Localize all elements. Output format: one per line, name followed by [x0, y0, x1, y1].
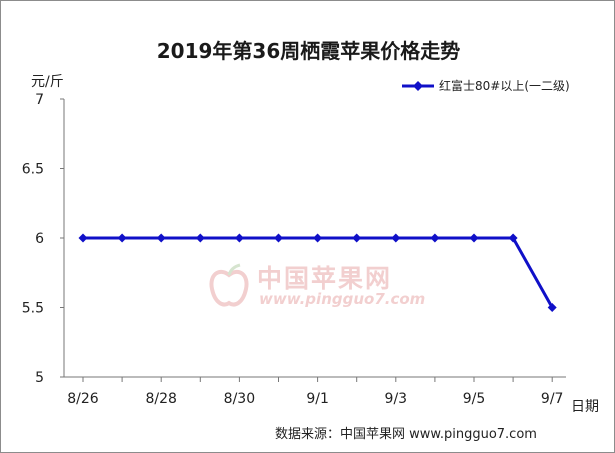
data-point: [234, 233, 244, 243]
data-point: [391, 233, 401, 243]
x-tick-label: 9/7: [541, 391, 564, 407]
data-point: [352, 233, 362, 243]
x-axis-unit: 日期: [571, 399, 599, 415]
x-tick-label: 9/3: [385, 391, 408, 407]
plot-area: 5 5.5 6 6.5 7 8/26 8/28 8/30 9/1 9/3 9/5 9/7: [22, 92, 566, 407]
data-point: [469, 233, 479, 243]
x-tick-label: 9/5: [463, 391, 486, 407]
y-tick-label: 6: [35, 231, 44, 247]
legend-label: 红富士80#以上(一二级): [439, 79, 570, 93]
data-point: [156, 233, 166, 243]
data-point: [313, 233, 323, 243]
x-tick-label: 8/30: [224, 391, 255, 407]
y-tick-label: 5.5: [22, 301, 44, 317]
data-source: 数据来源：中国苹果网 www.pingguo7.com: [275, 427, 537, 442]
legend: 红富士80#以上(一二级): [401, 77, 570, 94]
data-point: [78, 233, 88, 243]
series-line: [83, 236, 554, 309]
legend-marker-icon: [402, 80, 434, 91]
data-point: [274, 233, 283, 243]
chart-title: 2019年第36周栖霞苹果价格走势: [156, 39, 461, 63]
x-tick-label: 8/26: [67, 391, 99, 407]
data-point: [195, 233, 205, 243]
y-tick-label: 7: [35, 92, 44, 108]
y-tick-label: 6.5: [22, 162, 44, 178]
data-point: [508, 233, 518, 243]
data-point: [117, 233, 127, 243]
y-axis-unit: 元/斤: [31, 74, 64, 90]
data-point: [430, 233, 440, 243]
data-point: [547, 303, 557, 312]
y-tick-label: 5: [35, 370, 44, 386]
x-tick-label: 8/28: [145, 391, 176, 407]
x-tick-label: 9/1: [306, 391, 329, 407]
